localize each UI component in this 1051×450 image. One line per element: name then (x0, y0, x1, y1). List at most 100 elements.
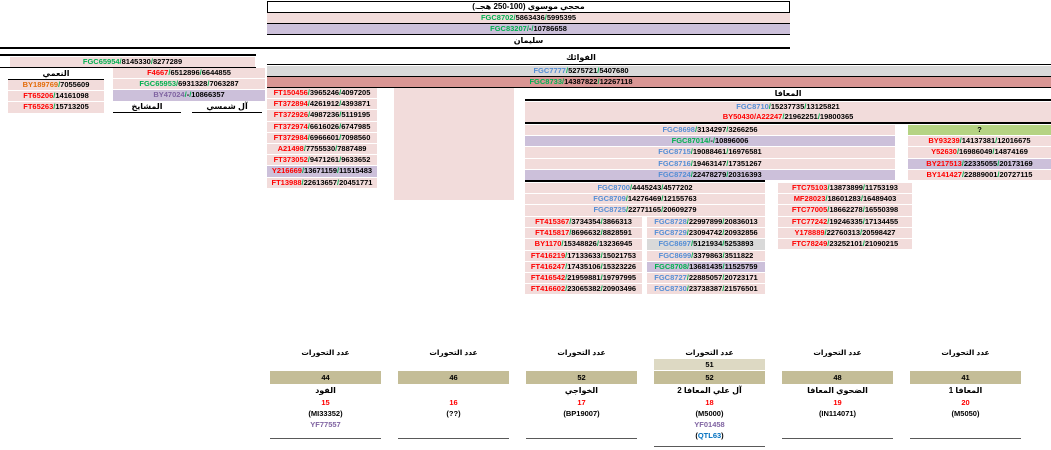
haplo-row: FGC8725/22771165/20609279 (525, 205, 765, 216)
mutation-column-5: عدد التحورات 48 الضحوي المعافا 19 (IN114071) (782, 347, 893, 450)
kit-code: (M5000) (695, 409, 724, 418)
haplo-row: MF28023/18601283/16489403 (778, 194, 912, 205)
kit-code: (IN114071) (818, 409, 857, 418)
haplo-row: FT150456/3965246/4097205 (267, 88, 377, 99)
maafa-mid-clade-list: FGC8698/3134297/3266256 FGC87014/-/108960… (525, 125, 895, 181)
branch-name: الفود (315, 386, 336, 395)
mutations-count-bar: 46 (398, 371, 509, 384)
branch-name: المعافا 1 (948, 386, 983, 395)
branch-number: 18 (705, 398, 714, 407)
maafa-top-clade-rows: FGC8710/15237735/13125821 BY50430/A22247/… (525, 102, 1051, 122)
haplo-row: FTC77242/19246335/17134455 (778, 216, 912, 227)
haplo-row: BY1170/15348826/13236945 (525, 239, 642, 250)
mutation-column-1: عدد التحورات 44 الفود 15 (MI33352) YF77557 (270, 347, 381, 450)
haplo-row: FGC8724/22478279/20316393 (525, 169, 895, 180)
label-naami: النعمي (8, 68, 104, 80)
haplo-row: FT372926/4987236/5119195 (267, 110, 377, 121)
haplo-row: FTC75103/13873899/11753193 (778, 183, 912, 194)
branch-name: الضحوي المعافا (807, 386, 868, 395)
mutations-count-header: عدد التحورات (429, 348, 478, 357)
haplo-row: FT415367/3734354/3866313 (525, 217, 642, 228)
maafa-underline (525, 99, 1051, 101)
empty-branch-block (394, 88, 514, 200)
mutation-column-3: عدد التحورات 52 الخواجي 17 (BP19007) (526, 347, 637, 450)
haplo-row: FGC8700/4445243/4577202 (525, 183, 765, 194)
mutations-count-bar: 48 (782, 371, 893, 384)
mutations-count-header: عدد التحورات (813, 348, 862, 357)
column-baseline (782, 438, 893, 439)
haplo-row: FGC8716/19463147/17351267 (525, 158, 895, 169)
mutations-count-header: عدد التحورات (557, 348, 606, 357)
column-baseline (398, 438, 509, 439)
haplo-row: FT65206/14161098 (8, 91, 104, 102)
haplo-row: FGC8698/3134297/3266256 (525, 125, 895, 136)
haplo-row: ? (908, 125, 1051, 136)
fawaik-clade-bars: FGC7777/5275721/5407680 FGC8733/14387822/… (267, 66, 1051, 88)
haplo-row: FGC8729/23094742/20932856 (647, 228, 765, 239)
suleiman-underline (0, 47, 790, 49)
haplo-row: BY47024/-/10866357 (113, 90, 265, 101)
haplo-row: FT415817/8696632/8828591 (525, 228, 642, 239)
mutations-count-bar: 52 (526, 371, 637, 384)
haplo-row: FT65263/15713205 (8, 102, 104, 113)
unknown-branch-list: ? BY93239/14137381/12016675 Y52630/1698604… (908, 125, 1051, 181)
column-baseline (654, 446, 765, 447)
branch-number: 16 (449, 398, 458, 407)
haplo-row: BY189769/7055609 (8, 80, 104, 91)
mutation-column-2: عدد التحورات 46 16 (??) (398, 347, 509, 450)
haplo-row: FT372974/6616026/6747985 (267, 121, 377, 132)
haplo-row: FGC7777/5275721/5407680 (267, 66, 1051, 77)
mutations-count-header: عدد التحورات (685, 348, 734, 357)
haplo-row: BY93239/14137381/12016675 (908, 136, 1051, 147)
haplo-row: FGC8710/15237735/13125821 (525, 102, 1051, 112)
haplo-row: FTC77005/18662278/16550398 (778, 205, 912, 216)
label-al-shamsi: آل شمسي (192, 101, 262, 113)
branch-number: 19 (833, 398, 842, 407)
haplo-row: FGC8709/14276469/12155763 (525, 194, 765, 205)
haplo-row: FT416602/23065382/20903496 (525, 284, 642, 295)
tree-title: محجي موسوي (100-250 هجـ.) (267, 1, 790, 13)
branch-number: 15 (321, 398, 330, 407)
branch-number: 17 (577, 398, 586, 407)
column-baseline (526, 438, 637, 439)
fawaik-underline (267, 64, 1051, 65)
block2-top-line (525, 180, 765, 182)
haplo-row: FT416247/17435106/15323226 (525, 261, 642, 272)
haplo-row: FT416542/21959881/19797995 (525, 272, 642, 284)
yfull-id: YF77557 (310, 420, 341, 429)
column-baseline (910, 438, 1021, 439)
haplo-row: Y178889/22760313/20598427 (778, 227, 912, 238)
branch-name: الخواجي (564, 386, 599, 395)
section-label-suleiman: سليمان (513, 36, 544, 45)
haplo-row: FT416219/17133633/15021753 (525, 250, 642, 261)
haplo-row: FGC8733/14387822/12267118 (267, 77, 1051, 88)
mutations-count-header: عدد التحورات (301, 348, 350, 357)
branch-number: 20 (961, 398, 970, 407)
mutations-count-secondary-bar: 51 (654, 359, 765, 370)
column-baseline (270, 438, 381, 439)
left-branch-divider (0, 67, 256, 68)
ftc-clade-list: FTC75103/13873899/11753193 MF28023/186012… (778, 183, 912, 250)
left-clade-bar: FGC65954/8145330/8277289 (10, 57, 255, 67)
haplo-row: FTC78249/23252101/21090215 (778, 238, 912, 250)
mutation-column-4: عدد التحورات 51 52 آل علي المعافا 2 18 (M5000… (654, 347, 765, 450)
root-clade-rows: FGC8702/5863436/5995395 FGC83207/-/107866… (267, 13, 790, 35)
haplo-row: FT13988/22613657/20451771 (267, 177, 377, 188)
haplo-row: FGC8727/22885057/20723171 (647, 272, 765, 284)
kit-code: (BP19007) (563, 409, 600, 418)
maafa-list-b: FGC8728/22997899/20836013 FGC8729/2309474… (647, 217, 765, 295)
maafa-divider-line (525, 122, 1051, 124)
haplo-row: FGC65954/8145330/8277289 (10, 57, 255, 67)
mutations-count-bar: 41 (910, 371, 1021, 384)
mutation-column-6: عدد التحورات 41 المعافا 1 20 (M5050) (910, 347, 1021, 450)
haplo-row: FT372984/6966601/7098560 (267, 132, 377, 143)
left-branch-top-line (0, 54, 256, 56)
maafa-list-a: FT415367/3734354/3866313 FT415817/8696632… (525, 217, 642, 295)
haplo-row: FGC8715/19088461/16976581 (525, 147, 895, 158)
mutations-count-header: عدد التحورات (941, 348, 990, 357)
extra-kit-code: (QTL63) (695, 431, 724, 440)
haplo-row: FGC8699/3379863/3511822 (647, 250, 765, 261)
yfull-id: YF01458 (694, 420, 725, 429)
haplo-row: FGC87014/-/10896006 (525, 136, 895, 147)
